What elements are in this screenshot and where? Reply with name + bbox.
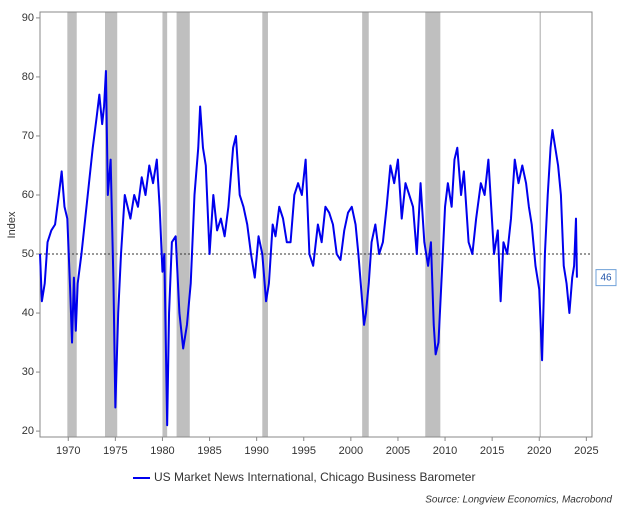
- x-tick-label: 2015: [480, 445, 504, 457]
- source: Source: Longview Economics, Macrobond: [425, 495, 612, 506]
- data-line: [39, 70, 578, 427]
- y-tick-label: 50: [22, 248, 34, 260]
- y-axis-label: Index: [6, 211, 18, 238]
- recession-band: [162, 12, 168, 437]
- y-tick-label: 40: [22, 307, 34, 319]
- x-tick-label: 1990: [244, 445, 268, 457]
- x-tick-label: 2000: [339, 445, 363, 457]
- x-tick-label: 1975: [103, 445, 127, 457]
- y-tick-label: 30: [22, 366, 34, 378]
- x-tick-label: 1970: [56, 445, 80, 457]
- x-tick-label: 2020: [527, 445, 551, 457]
- recession-band: [67, 12, 77, 437]
- recession-band: [425, 12, 441, 437]
- x-tick-label: 1980: [150, 445, 174, 457]
- y-tick-label: 80: [22, 71, 34, 83]
- legend-label: US Market News International, Chicago Bu…: [154, 470, 475, 484]
- y-tick-label: 20: [22, 425, 34, 437]
- plot-frame: [39, 11, 593, 438]
- y-tick-label: 70: [22, 130, 34, 142]
- end-label: 46: [600, 272, 612, 283]
- x-tick-label: 2005: [386, 445, 410, 457]
- recession-band: [362, 12, 369, 437]
- x-tick-label: 1995: [292, 445, 316, 457]
- y-tick-label: 90: [22, 12, 34, 24]
- end-label-box: [595, 269, 617, 287]
- recession-band: [176, 12, 190, 437]
- x-tick-label: 1985: [197, 445, 221, 457]
- x-tick-label: 2010: [433, 445, 457, 457]
- x-tick-label: 2025: [574, 445, 598, 457]
- recession-band: [262, 12, 268, 437]
- y-tick-label: 60: [22, 189, 34, 201]
